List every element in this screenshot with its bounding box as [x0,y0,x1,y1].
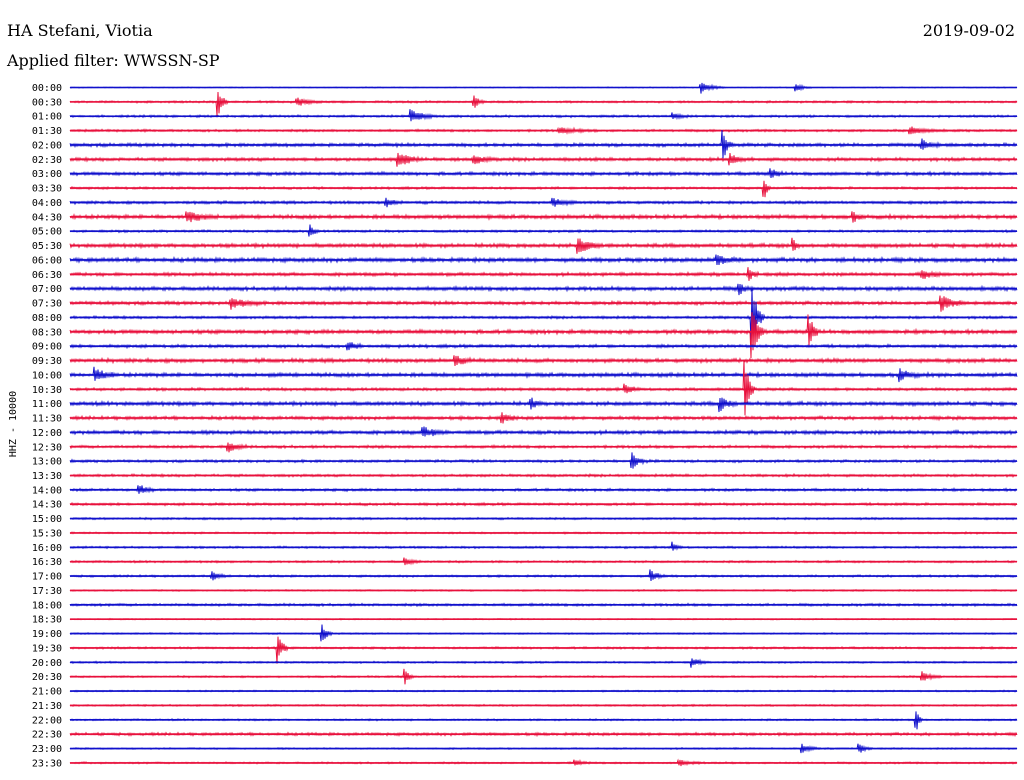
row-time-label: 18:30 [32,615,62,626]
row-time-label: 04:30 [32,212,62,223]
row-time-label: 20:00 [32,658,62,669]
row-time-label: 23:00 [32,744,62,755]
row-time-label: 19:30 [32,643,62,654]
row-time-label: 06:00 [32,255,62,266]
row-time-label: 11:30 [32,414,62,425]
row-time-label: 12:30 [32,442,62,453]
row-time-label: 14:00 [32,485,62,496]
row-time-label: 17:30 [32,586,62,597]
row-time-label: 18:00 [32,600,62,611]
row-time-label: 15:30 [32,528,62,539]
row-time-label: 16:00 [32,543,62,554]
row-time-label: 02:00 [32,140,62,151]
row-time-label: 00:30 [32,97,62,108]
station-title: HA Stefani, Viotia [7,21,153,40]
row-time-label: 01:00 [32,112,62,123]
row-time-label: 05:30 [32,241,62,252]
row-time-label: 10:30 [32,385,62,396]
time-tick-labels: 00:00 00:30 01:00 01:30 02:00 02:30 03:00 03:30… [32,83,62,769]
row-time-label: 10:00 [32,370,62,381]
row-time-label: 08:00 [32,313,62,324]
row-time-label: 01:30 [32,126,62,137]
row-time-label: 14:30 [32,500,62,511]
row-time-label: 07:00 [32,284,62,295]
row-time-label: 03:00 [32,169,62,180]
row-time-label: 05:00 [32,227,62,238]
row-time-label: 21:30 [32,701,62,712]
seismic-traces [69,82,1018,767]
row-time-label: 21:00 [32,687,62,698]
row-time-label: 02:30 [32,155,62,166]
y-axis-label: HHZ - 10000 [8,391,19,457]
row-time-label: 12:00 [32,428,62,439]
row-time-label: 22:00 [32,715,62,726]
row-time-label: 11:00 [32,399,62,410]
row-time-label: 06:30 [32,270,62,281]
row-time-label: 03:30 [32,184,62,195]
row-time-label: 19:00 [32,629,62,640]
date-label: 2019-09-02 [923,21,1015,40]
row-time-label: 23:30 [32,758,62,769]
row-time-label: 17:00 [32,572,62,583]
row-time-label: 13:30 [32,471,62,482]
row-time-label: 16:30 [32,557,62,568]
row-time-label: 04:00 [32,198,62,209]
row-time-label: 22:30 [32,730,62,741]
filter-label: Applied filter: WWSSN-SP [6,51,220,70]
row-time-label: 07:30 [32,299,62,310]
row-time-label: 13:00 [32,457,62,468]
row-time-label: 09:00 [32,342,62,353]
row-time-label: 09:30 [32,356,62,367]
row-time-label: 15:00 [32,514,62,525]
row-time-label: 08:30 [32,327,62,338]
row-time-label: 20:30 [32,672,62,683]
row-time-label: 00:00 [32,83,62,94]
